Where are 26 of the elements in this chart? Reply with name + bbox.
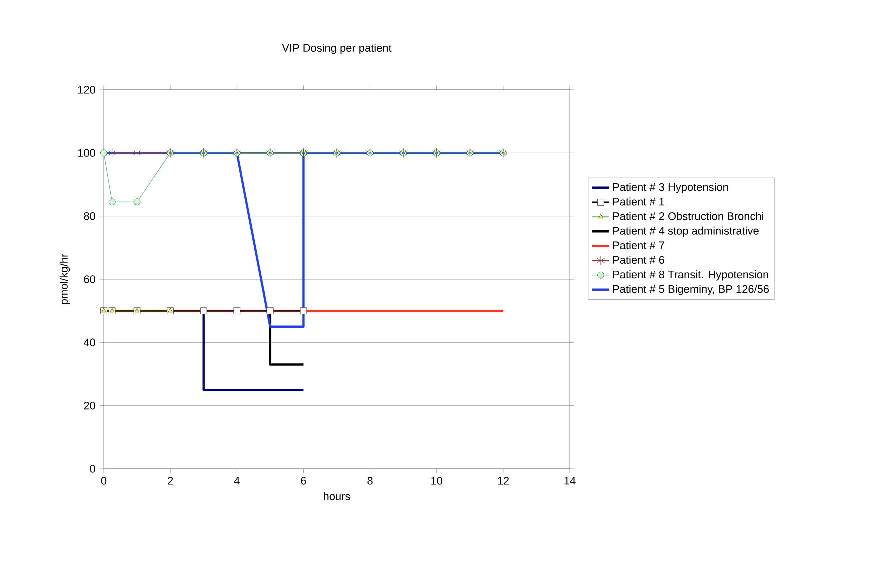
legend-label: Patient # 2 Obstruction Bronchi [613,212,764,220]
x-tick-label: 8 [368,477,373,485]
x-tick-label: 6 [301,477,306,485]
y-axis-title: pmol/kg/hr [60,254,70,304]
y-tick-label: 120 [78,86,96,94]
y-tick-label: 80 [84,212,96,220]
x-tick-label: 12 [498,477,509,485]
legend-label: Patient # 5 Bigeminy, BP 126/56 [613,285,770,296]
legend-label: Patient # 1 [613,198,664,206]
legend-label: Patient # 7 [613,241,664,250]
legend-label: Patient # 3 Hypotension [613,183,728,194]
legend-label: Patient # 4 stop administrative [613,226,759,238]
x-tick-label: 4 [234,477,240,485]
y-tick-label: 40 [84,338,96,347]
legend-label: Patient # 6 [613,256,664,264]
y-tick-label: 100 [78,149,96,158]
chart-title: VIP Dosing per patient [282,44,392,54]
legend-label: Patient # 8 Transit. Hypotension [613,270,768,281]
x-tick-label: 10 [432,477,443,485]
x-axis-title: hours [324,492,350,500]
y-tick-label: 60 [84,276,96,284]
y-tick-label: 0 [90,465,96,473]
x-tick-label: 14 [564,477,576,485]
x-tick-label: 0 [101,477,107,485]
y-tick-label: 20 [84,402,96,410]
x-tick-label: 2 [168,477,174,485]
